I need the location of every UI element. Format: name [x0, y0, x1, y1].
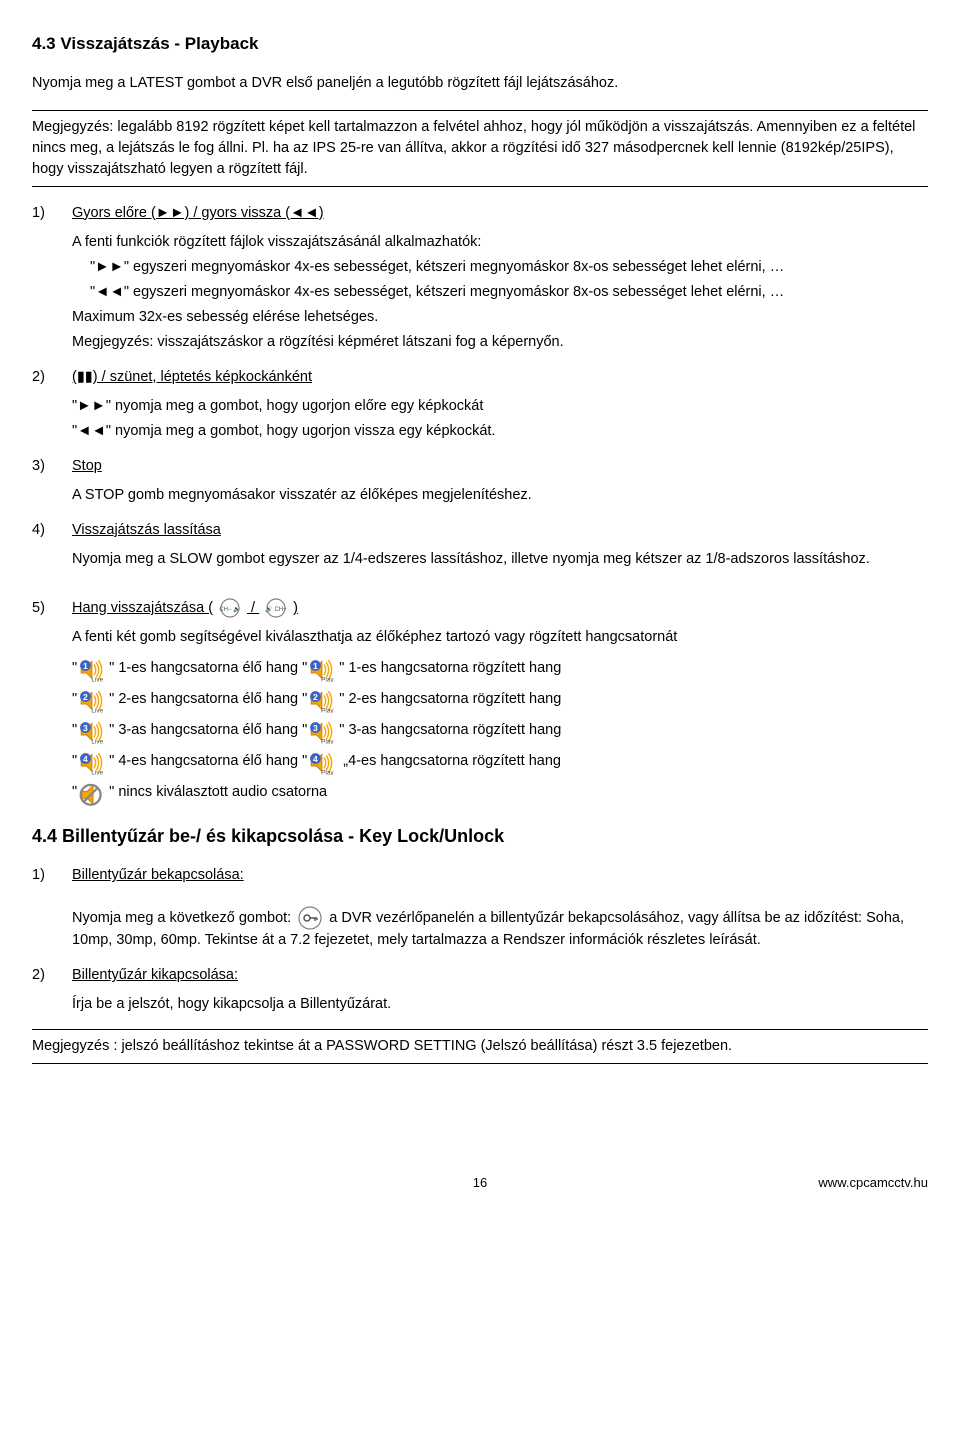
- item-4-label: Visszajátszás lassítása: [72, 520, 221, 541]
- section-4-4-heading: 4.4 Billentyűzár be-/ és kikapcsolása - …: [32, 823, 928, 849]
- item-4-header: 4) Visszajátszás lassítása: [32, 520, 928, 541]
- k1-text: Nyomja meg a következő gombot: a DVR vez…: [72, 906, 928, 951]
- audio-rec-1-text: " 1-es hangcsatorna rögzített hang: [339, 660, 561, 676]
- audio-live-4-text: " 4-es hangcsatorna élő hang ": [109, 753, 307, 769]
- item-5-label: Hang visszajátszása ( CH− 🔊 / 🔊 CH+): [72, 598, 298, 619]
- item2-l2: "◄◄" nyomja meg a gombot, hogy ugorjon v…: [72, 421, 928, 442]
- speaker-rec-3-icon: 3Play: [309, 720, 337, 740]
- keylock-1-header: 1) Billentyűzár bekapcsolása:: [32, 865, 928, 886]
- audio-row-2: "2Live" 2-es hangcsatorna élő hang "2Pla…: [72, 689, 928, 710]
- keylock-2-header: 2) Billentyűzár kikapcsolása:: [32, 965, 928, 986]
- key-icon: [298, 906, 322, 930]
- svg-text:3: 3: [313, 723, 318, 733]
- item-4-body: Nyomja meg a SLOW gombot egyszer az 1/4-…: [72, 549, 928, 570]
- svg-text:1: 1: [83, 661, 88, 671]
- speaker-muted-icon: [79, 782, 107, 802]
- svg-text:Play: Play: [321, 708, 334, 713]
- footer-url: www.cpcamcctv.hu: [808, 1174, 928, 1193]
- svg-text:🔊 CH+: 🔊 CH+: [265, 605, 287, 613]
- speaker-live-2-icon: 2Live: [79, 689, 107, 709]
- speaker-live-3-icon: 3Live: [79, 720, 107, 740]
- svg-text:2: 2: [83, 692, 88, 702]
- item-5-num: 5): [32, 598, 72, 619]
- item-2-label: (▮▮) / szünet, léptetés képkockánként: [72, 367, 312, 388]
- audio-live-2-text: " 2-es hangcsatorna élő hang ": [109, 691, 307, 707]
- svg-text:2: 2: [313, 692, 318, 702]
- item5-label-post: ): [293, 600, 298, 616]
- item-3-label: Stop: [72, 456, 102, 477]
- playback-note-box: Megjegyzés: legalább 8192 rögzített képe…: [32, 110, 928, 187]
- svg-text:1: 1: [313, 661, 318, 671]
- k2-num: 2): [32, 965, 72, 986]
- k2-label: Billentyűzár kikapcsolása:: [72, 965, 238, 986]
- svg-text:Play: Play: [321, 677, 334, 682]
- item1-l3: "◄◄" egyszeri megnyomáskor 4x-es sebessé…: [90, 282, 928, 303]
- section-4-3-heading: 4.3 Visszajátszás - Playback: [32, 32, 928, 57]
- svg-text:Live: Live: [92, 770, 104, 775]
- speaker-rec-1-icon: 1Play: [309, 658, 337, 678]
- item-1-body: A fenti funkciók rögzített fájlok vissza…: [72, 232, 928, 353]
- item-1-num: 1): [32, 203, 72, 224]
- svg-text:4: 4: [313, 754, 318, 764]
- item5-label-mid: /: [247, 600, 259, 616]
- keylock-1-body: Nyomja meg a következő gombot: a DVR vez…: [72, 906, 928, 951]
- svg-text:Play: Play: [321, 770, 334, 775]
- svg-text:4: 4: [83, 754, 88, 764]
- item-5-header: 5) Hang visszajátszása ( CH− 🔊 / 🔊 CH+): [32, 598, 928, 619]
- item-1-header: 1) Gyors előre (►►) / gyors vissza (◄◄): [32, 203, 928, 224]
- item-4-num: 4): [32, 520, 72, 541]
- audio-none-pre: ": [72, 784, 77, 800]
- item4-l1: Nyomja meg a SLOW gombot egyszer az 1/4-…: [72, 549, 928, 570]
- svg-text:Live: Live: [92, 708, 104, 713]
- audio-rec-2-text: " 2-es hangcsatorna rögzített hang: [339, 691, 561, 707]
- speaker-live-1-icon: 1Live: [79, 658, 107, 678]
- page-number: 16: [152, 1174, 808, 1193]
- audio-live-1-text: " 1-es hangcsatorna élő hang ": [109, 660, 307, 676]
- k2-l1: Írja be a jelszót, hogy kikapcsolja a Bi…: [72, 994, 928, 1015]
- item2-l1: "►►" nyomja meg a gombot, hogy ugorjon e…: [72, 396, 928, 417]
- speaker-rec-4-icon: 4Play: [309, 751, 337, 771]
- audio-none-row: " " nincs kiválasztott audio csatorna: [72, 782, 928, 803]
- password-note-box: Megjegyzés : jelszó beállításhoz tekints…: [32, 1029, 928, 1064]
- item5-intro: A fenti két gomb segítségével kiválaszth…: [72, 627, 928, 648]
- item1-l1: A fenti funkciók rögzített fájlok vissza…: [72, 232, 928, 253]
- item-3-num: 3): [32, 456, 72, 477]
- item1-l4: Maximum 32x-es sebesség elérése lehetség…: [72, 307, 928, 328]
- speaker-rec-2-icon: 2Play: [309, 689, 337, 709]
- item-2-body: "►►" nyomja meg a gombot, hogy ugorjon e…: [72, 396, 928, 442]
- audio-none-post: " nincs kiválasztott audio csatorna: [109, 784, 327, 800]
- svg-text:3: 3: [83, 723, 88, 733]
- k1-pre: Nyomja meg a következő gombot:: [72, 910, 295, 926]
- page-footer: 16 www.cpcamcctv.hu: [32, 1174, 928, 1193]
- keylock-2-body: Írja be a jelszót, hogy kikapcsolja a Bi…: [72, 994, 928, 1015]
- audio-rec-4-text: „4-es hangcsatorna rögzített hang: [339, 753, 561, 769]
- item1-l5: Megjegyzés: visszajátszáskor a rögzítési…: [72, 332, 928, 353]
- audio-rec-3-text: " 3-as hangcsatorna rögzített hang: [339, 722, 561, 738]
- item-2-num: 2): [32, 367, 72, 388]
- k1-num: 1): [32, 865, 72, 886]
- item3-l1: A STOP gomb megnyomásakor visszatér az é…: [72, 485, 928, 506]
- svg-text:Live: Live: [92, 677, 104, 682]
- item-2-header: 2) (▮▮) / szünet, léptetés képkockánként: [32, 367, 928, 388]
- item-1-label: Gyors előre (►►) / gyors vissza (◄◄): [72, 203, 324, 224]
- playback-intro: Nyomja meg a LATEST gombot a DVR első pa…: [32, 73, 928, 94]
- audio-live-3-text: " 3-as hangcsatorna élő hang ": [109, 722, 307, 738]
- item-3-header: 3) Stop: [32, 456, 928, 477]
- item-5-body: A fenti két gomb segítségével kiválaszth…: [72, 627, 928, 803]
- audio-row-4: "4Live" 4-es hangcsatorna élő hang "4Pla…: [72, 751, 928, 772]
- item1-l2: "►►" egyszeri megnyomáskor 4x-es sebessé…: [90, 257, 928, 278]
- svg-text:Live: Live: [92, 739, 104, 744]
- item5-label-pre: Hang visszajátszása (: [72, 600, 213, 616]
- ch-minus-icon: CH− 🔊: [214, 598, 246, 618]
- playback-note-text: Megjegyzés: legalább 8192 rögzített képe…: [32, 119, 915, 177]
- svg-text:CH− 🔊: CH− 🔊: [219, 605, 241, 613]
- k1-label: Billentyűzár bekapcsolása:: [72, 865, 244, 886]
- item-3-body: A STOP gomb megnyomásakor visszatér az é…: [72, 485, 928, 506]
- speaker-live-4-icon: 4Live: [79, 751, 107, 771]
- audio-row-3: "3Live" 3-as hangcsatorna élő hang "3Pla…: [72, 720, 928, 741]
- password-note-text: Megjegyzés : jelszó beállításhoz tekints…: [32, 1038, 732, 1054]
- audio-row-1: "1Live" 1-es hangcsatorna élő hang "1Pla…: [72, 658, 928, 679]
- ch-plus-icon: 🔊 CH+: [260, 598, 292, 618]
- svg-text:Play: Play: [321, 739, 334, 744]
